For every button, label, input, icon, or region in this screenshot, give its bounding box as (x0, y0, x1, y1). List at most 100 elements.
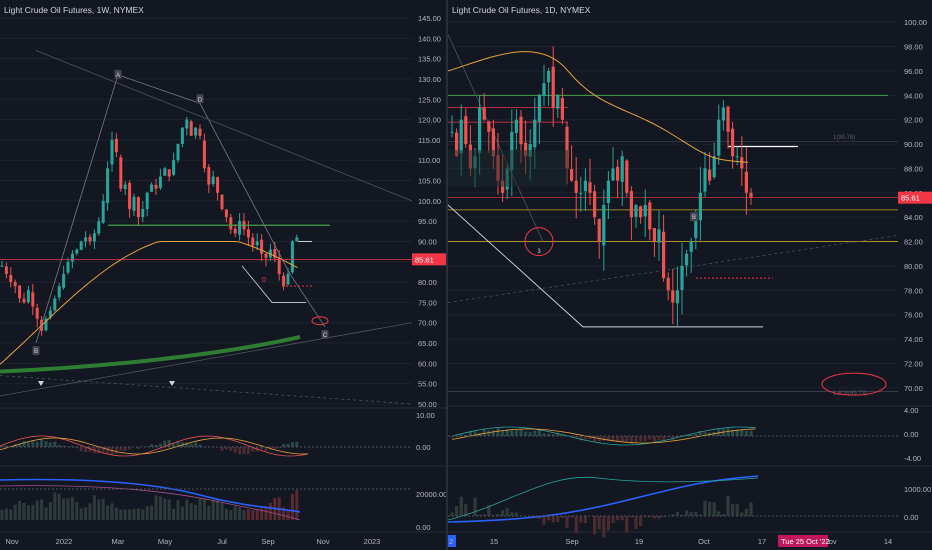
price-axis-label: 76.00 (904, 311, 923, 320)
histogram-bar (92, 495, 96, 520)
weekly-candle (26, 290, 30, 303)
weekly-candle (141, 208, 145, 218)
daily-candle (478, 107, 482, 153)
oscillator-bar (625, 436, 629, 443)
oscillator-bar (593, 436, 597, 442)
oscillator-bar (79, 447, 83, 452)
weekly-candle (286, 273, 290, 285)
wave-label: 3 (537, 249, 541, 255)
weekly-candle (154, 185, 158, 189)
oscillator-bar (639, 436, 643, 442)
daily-candle (519, 116, 523, 145)
weekly-candle (18, 285, 22, 299)
oscillator-bar (744, 430, 748, 436)
histogram-bar (565, 516, 569, 528)
daily-candle (583, 180, 587, 192)
oscillator-bar (154, 444, 158, 447)
oscillator-bar (510, 430, 514, 436)
histogram-bar (101, 498, 105, 520)
oscillator-bar (150, 444, 154, 447)
macd-line (0, 478, 301, 513)
histogram-bar (657, 516, 661, 519)
price-axis-label: 78.00 (904, 286, 923, 295)
histogram-bar (150, 505, 154, 520)
wave-label: D (198, 97, 203, 103)
weekly-chart-canvas[interactable]: 145.00 140.00 135.00 130.00 125.00 120.00 115.… (0, 0, 446, 550)
histogram-bar (286, 509, 290, 520)
fib-label: 1(90.78) (833, 135, 855, 141)
oscillator-bar (533, 430, 537, 436)
daily-candle (450, 131, 454, 133)
oscillator-bar (53, 441, 57, 447)
histogram-bar (491, 514, 495, 516)
weekly-candle (238, 221, 242, 235)
oscillator-bar (542, 433, 546, 436)
oscillator-bar (648, 436, 652, 440)
oscillator-bar (189, 443, 193, 447)
histogram-bar (88, 503, 92, 520)
oscillator-bar (652, 436, 656, 442)
histogram-bar (570, 516, 574, 518)
histogram-bar (597, 516, 601, 530)
oscillator-bar (97, 447, 101, 454)
price-axis-label: 90.00 (418, 237, 437, 246)
histogram-bar (547, 516, 551, 521)
pane-divider[interactable] (446, 0, 448, 550)
price-axis-label: 84.00 (904, 213, 923, 222)
oscillator-bar (482, 428, 486, 436)
daily-candle (735, 156, 739, 158)
daily-candle (634, 205, 638, 217)
time-axis-label: 2022 (56, 537, 73, 546)
histogram-bar (290, 493, 294, 520)
histogram-bar (749, 502, 753, 516)
histogram-bar (708, 501, 712, 516)
weekly-candle (75, 249, 79, 254)
histogram-bar (141, 509, 145, 520)
weekly-chart-pane[interactable]: Light Crude Oil Futures, 1W, NYMEX 145.0… (0, 0, 446, 550)
osc-axis-label: 0.00 (904, 513, 919, 522)
oscillator-bar (675, 436, 679, 438)
daily-candle (491, 128, 495, 157)
weekly-candle (62, 273, 66, 288)
daily-candle (620, 156, 624, 182)
histogram-bar (255, 509, 259, 520)
triangle-down-icon (38, 381, 44, 386)
histogram-bar (505, 508, 509, 516)
weekly-candle (290, 241, 294, 273)
osc-axis-label: 10.00 (416, 411, 435, 420)
oscillator-bar (606, 436, 610, 442)
daily-chart-canvas[interactable]: 100.0098.0096.0094.0092.0090.0088.0086.0… (448, 0, 932, 550)
daily-candle (551, 66, 555, 108)
weekly-candle (123, 184, 127, 189)
histogram-bar (211, 499, 215, 520)
price-axis-label: 94.00 (904, 91, 923, 100)
oscillator-bar (136, 447, 140, 450)
weekly-candle (88, 236, 92, 242)
trend-line (0, 375, 413, 405)
weekly-candle (189, 121, 193, 136)
daily-candle (537, 95, 541, 122)
daily-chart-pane[interactable]: Light Crude Oil Futures, 1D, NYMEX 100.0… (448, 0, 932, 550)
histogram-bar (185, 499, 189, 520)
oscillator-bar (101, 447, 105, 453)
histogram-bar (136, 508, 140, 520)
daily-candle (565, 126, 569, 169)
histogram-bar (268, 502, 272, 520)
osc-axis-label: 20000.00 (416, 490, 446, 499)
oscillator-bar (167, 439, 171, 447)
trend-line (448, 34, 544, 242)
osc-axis-label: 0.00 (416, 443, 431, 452)
weekly-candle (13, 282, 17, 287)
weekly-candle (48, 310, 52, 318)
daily-candle (740, 157, 744, 169)
daily-candle (455, 132, 459, 157)
weekly-candle (176, 143, 180, 161)
histogram-bar (721, 514, 725, 516)
time-axis-label: 2023 (364, 537, 381, 546)
oscillator-bar (282, 443, 286, 447)
oscillator-bar (731, 429, 735, 436)
histogram-bar (53, 492, 57, 520)
oscillator-bar (185, 442, 189, 447)
histogram-bar (31, 504, 35, 520)
price-axis-label: 100.00 (904, 18, 927, 27)
